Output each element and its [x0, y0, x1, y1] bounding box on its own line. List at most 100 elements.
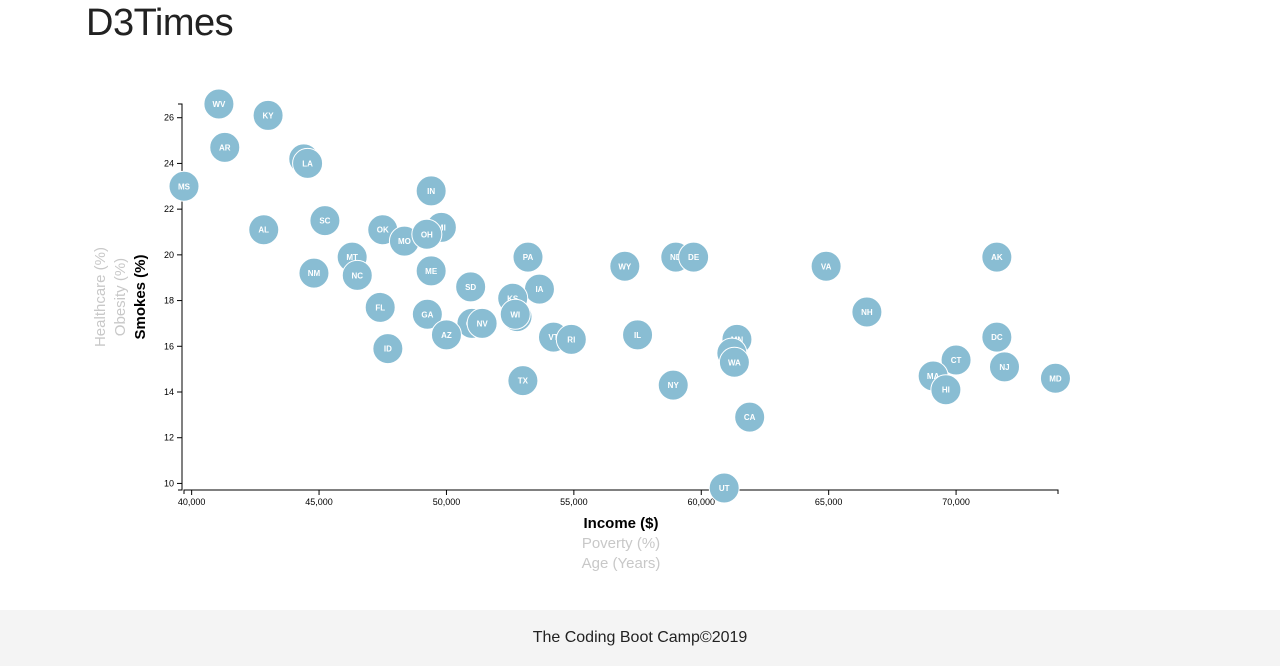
state-circle[interactable] — [466, 307, 498, 339]
state-label: VT — [548, 333, 558, 342]
state-circle[interactable] — [298, 257, 330, 289]
state-marker-az[interactable]: AZ — [430, 319, 462, 351]
state-label: WI — [510, 310, 520, 319]
state-marker-md[interactable]: MD — [1039, 362, 1071, 394]
state-marker-dc[interactable]: DC — [981, 321, 1013, 353]
state-circle[interactable] — [555, 323, 587, 355]
state-circle[interactable] — [930, 374, 962, 406]
state-label: IL — [634, 331, 641, 340]
state-marker-sc[interactable]: SC — [309, 205, 341, 237]
state-circle[interactable] — [988, 351, 1020, 383]
state-marker-wv[interactable]: WV — [203, 88, 235, 120]
state-marker-ar[interactable]: AR — [209, 131, 241, 163]
state-circle[interactable] — [309, 205, 341, 237]
y-axis-option-1[interactable]: Obesity (%) — [112, 258, 129, 336]
y-tick-label: 16 — [164, 341, 174, 351]
x-axis-option-1[interactable]: Poverty (%) — [582, 535, 660, 552]
y-tick-label: 20 — [164, 250, 174, 260]
state-marker-hi[interactable]: HI — [930, 374, 962, 406]
state-circle[interactable] — [209, 131, 241, 163]
state-marker-ia[interactable]: IA — [523, 273, 555, 305]
y-axis-option-2[interactable]: Healthcare (%) — [92, 247, 109, 347]
x-axis-option-2[interactable]: Age (Years) — [582, 555, 661, 572]
state-marker-ny[interactable]: NY — [657, 369, 689, 401]
state-label: ND — [670, 253, 682, 262]
state-label: ME — [425, 267, 438, 276]
state-marker-al[interactable]: AL — [248, 214, 280, 246]
x-axis-option-0[interactable]: Income ($) — [583, 515, 658, 532]
state-circle[interactable] — [415, 255, 447, 287]
state-marker-ga[interactable]: GA — [411, 298, 443, 330]
state-circle[interactable] — [168, 170, 200, 202]
state-label: HI — [942, 386, 950, 395]
state-marker-wi[interactable]: WI — [499, 298, 531, 330]
state-label: WA — [728, 358, 741, 367]
state-circle[interactable] — [507, 365, 539, 397]
state-circle[interactable] — [203, 88, 235, 120]
y-tick-label: 12 — [164, 433, 174, 443]
state-marker-ms[interactable]: MS — [168, 170, 200, 202]
state-marker-va[interactable]: VA — [810, 250, 842, 282]
state-marker-wy[interactable]: WY — [609, 250, 641, 282]
state-marker-fl[interactable]: FL — [364, 291, 396, 323]
state-marker-nh[interactable]: NH — [851, 296, 883, 328]
state-label: MS — [178, 182, 191, 191]
state-marker-sd[interactable]: SD — [455, 271, 487, 303]
state-circle[interactable] — [512, 241, 544, 273]
state-circle[interactable] — [455, 271, 487, 303]
state-marker-il[interactable]: IL — [622, 319, 654, 351]
state-circle[interactable] — [810, 250, 842, 282]
y-axis-option-0[interactable]: Smokes (%) — [132, 254, 149, 339]
state-marker-wa[interactable]: WA — [718, 346, 750, 378]
state-circle[interactable] — [1039, 362, 1071, 394]
state-marker-nm[interactable]: NM — [298, 257, 330, 289]
state-marker-in[interactable]: IN — [415, 175, 447, 207]
state-circle[interactable] — [851, 296, 883, 328]
state-label: MA — [927, 372, 940, 381]
state-marker-pa[interactable]: PA — [512, 241, 544, 273]
y-tick-label: 22 — [164, 204, 174, 214]
state-marker-ak[interactable]: AK — [981, 241, 1013, 273]
state-circle[interactable] — [981, 321, 1013, 353]
state-label: KY — [263, 111, 275, 120]
state-marker-nv[interactable]: NV — [466, 307, 498, 339]
state-circle[interactable] — [499, 298, 531, 330]
state-circle[interactable] — [940, 344, 972, 376]
state-marker-ct[interactable]: CT — [940, 344, 972, 376]
state-circle[interactable] — [981, 241, 1013, 273]
state-circle[interactable] — [678, 241, 710, 273]
state-circle[interactable] — [372, 333, 404, 365]
state-marker-tx[interactable]: TX — [507, 365, 539, 397]
state-circle[interactable] — [718, 346, 750, 378]
state-marker-ky[interactable]: KY — [252, 99, 284, 131]
y-axis-line — [178, 103, 183, 491]
state-marker-la[interactable]: LA — [292, 147, 324, 179]
state-circle[interactable] — [364, 291, 396, 323]
state-marker-ut[interactable]: UT — [708, 472, 740, 504]
state-marker-ri[interactable]: RI — [555, 323, 587, 355]
x-axis-line — [183, 489, 1059, 494]
state-circle[interactable] — [734, 401, 766, 433]
state-circle[interactable] — [292, 147, 324, 179]
state-marker-id[interactable]: ID — [372, 333, 404, 365]
state-marker-ca[interactable]: CA — [734, 401, 766, 433]
state-label: DE — [688, 253, 700, 262]
state-marker-oh[interactable]: OH — [411, 218, 443, 250]
state-circle[interactable] — [708, 472, 740, 504]
state-circle[interactable] — [430, 319, 462, 351]
state-circle[interactable] — [341, 259, 373, 291]
state-circle[interactable] — [622, 319, 654, 351]
state-circle[interactable] — [411, 218, 443, 250]
state-circle[interactable] — [415, 175, 447, 207]
y-tick-label: 24 — [164, 158, 174, 168]
state-circle[interactable] — [252, 99, 284, 131]
state-label: OH — [421, 230, 433, 239]
state-circle[interactable] — [411, 298, 443, 330]
state-marker-nc[interactable]: NC — [341, 259, 373, 291]
state-circle[interactable] — [657, 369, 689, 401]
state-circle[interactable] — [248, 214, 280, 246]
state-marker-nj[interactable]: NJ — [988, 351, 1020, 383]
state-circle[interactable] — [609, 250, 641, 282]
state-marker-me[interactable]: ME — [415, 255, 447, 287]
state-marker-de[interactable]: DE — [678, 241, 710, 273]
